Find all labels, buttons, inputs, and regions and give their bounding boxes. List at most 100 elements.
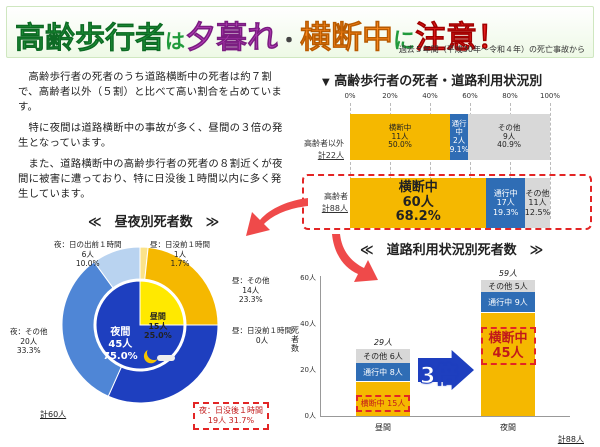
axis-tick-0: 0% [344, 92, 356, 100]
hbar-seg-0-1: 通行中 2人 9.1% [449, 114, 469, 160]
pie-label-count: 14人 [242, 285, 260, 295]
xcat-day: 昼間 [375, 423, 391, 432]
hbar-seg-1-2: その他 11人 12.5% [525, 178, 550, 228]
hbar-seg-percent: 12.5% [524, 207, 551, 217]
source-note: 過去５年間（平成30年～令和４年）の死亡事故から [398, 45, 585, 54]
ytick-60: 60人 [300, 274, 316, 282]
pie-outer-slice-5 [93, 246, 141, 289]
title-part-wa: は [165, 29, 185, 53]
usage-status-title: ▼ 高齢歩行者の死者・道路利用状況別 [322, 70, 542, 89]
arrow-left-icon [246, 198, 308, 236]
page-title: 高齢歩行者は夕暮れ・横断中に注意！ [15, 12, 509, 57]
hbar-seg-name: 通行中 [493, 189, 518, 199]
row-label-elderly: 高齢者 計88人 [304, 191, 348, 215]
vbar-seg-0-1: 通行中 8人 [356, 363, 410, 382]
hbar-seg-name: その他 [497, 123, 521, 133]
usage-status-chart: 0% 20% 40% 60% 80% 100% 高齢者以外 計22人 横断中 11… [300, 92, 592, 232]
pie-inner-slice-0 [139, 280, 185, 326]
vbar-big-value: 45人 [492, 345, 524, 361]
pie-day-label: 昼間 [149, 312, 166, 321]
vbar-seg-label: 通行中 8人 [363, 367, 403, 377]
triangle-down-icon: ▼ [322, 77, 330, 88]
pie-label-count: 19人 [207, 416, 227, 425]
hbar-seg-1-0: 横断中 60人 68.2% [350, 178, 487, 228]
pie-label-day-before-sunset: 昼：日没前１時間 1人 1.7% [150, 240, 210, 269]
pie-label-percent: 31.7% [228, 416, 255, 425]
summary-paragraph-1: 高齢歩行者の死者のうち道路横断中の死者は約７割で、高齢者以外（５割）と比べて高い… [18, 71, 282, 113]
pie-night-count: 45人 [108, 339, 133, 350]
grid-line [430, 103, 431, 219]
title-banner: 高齢歩行者は夕暮れ・横断中に注意！ 過去５年間（平成30年～令和４年）の死亡事故… [6, 6, 594, 58]
ytick-0: 0人 [304, 412, 316, 420]
axis-tick-80: 80% [502, 92, 518, 100]
hbar-seg-count: 2人 [452, 136, 466, 145]
hbar-seg-percent: 40.9% [497, 140, 521, 150]
grid-line [510, 103, 511, 219]
pie-inner-label-day: 昼間 15人 25.0% [144, 312, 172, 341]
vbar-seg-1-2: その他 5人 [481, 280, 535, 292]
hbar-seg-count: 9人 [502, 131, 516, 141]
vbar-seg-label: 横断中 45人 [480, 326, 536, 365]
usage-count-title: ≪ 道路利用状況別死者数 ≫ [360, 243, 544, 258]
row-name-text: 高齢者以外 [304, 139, 344, 148]
grid-line [550, 103, 551, 219]
pie-total: 計60人 [40, 410, 67, 419]
pie-day-count: 15人 [148, 321, 168, 331]
hbar-seg-percent: 68.2% [395, 209, 441, 225]
pie-label-text: 夜：日の出前１時間 [54, 240, 122, 249]
hbar-seg-name: 横断中 [398, 179, 438, 195]
pie-night-percent: 75.0% [103, 351, 138, 362]
axis-tick-60: 60% [462, 92, 478, 100]
ytick-40: 40人 [300, 320, 316, 328]
pie-outer-ring [61, 246, 219, 404]
summary-text: 高齢歩行者の死者のうち道路横断中の死者は約７割で、高齢者以外（５割）と比べて高い… [18, 70, 286, 208]
title-part-elderly-pedestrian: 高齢歩行者 [15, 21, 166, 57]
pie-label-day-sunset-zero: 昼：日没前１時間 0人 [232, 326, 292, 345]
hbar-seg-name: 通行中 [451, 118, 467, 137]
vbar-seg-1-1: 通行中 9人 [481, 291, 535, 313]
vbar-seg-label: その他 6人 [363, 351, 403, 361]
pie-label-night-other: 夜：その他 20人 33.3% [10, 327, 48, 356]
hbar-seg-0-0: 横断中 11人 50.0% [350, 114, 450, 160]
hbar-seg-0-2: その他 9人 40.9% [468, 114, 550, 160]
axis-tick-100: 100% [539, 92, 561, 100]
pie-outer-slice-4 [61, 261, 122, 397]
vbar-big-label: 横断中 [488, 330, 528, 346]
pie-label-text: 昼：日没前１時間 [232, 326, 292, 335]
pie-inner-label-night: 夜間 45人 75.0% [103, 327, 138, 363]
grid-line [350, 103, 351, 219]
day-night-pie-chart [61, 246, 219, 404]
pie-label-count: 1人 [173, 249, 187, 259]
pie-label-count: 6人 [81, 249, 94, 259]
pie-label-night-after-sunset: 夜：日没後１時間 19人 31.7% [193, 402, 269, 430]
pie-label-value-line: 19人 31.7% [199, 416, 263, 426]
pie-label-percent: 23.3% [238, 295, 263, 304]
callout-3x: 3倍 [419, 364, 458, 390]
hbar-seg-count: 60人 [402, 194, 434, 210]
day-night-title: ≪ 昼夜別死者数 ≫ [88, 215, 220, 230]
row-total-text: 計22人 [317, 151, 344, 160]
pie-label-text: 夜：日没後１時間 [199, 406, 263, 415]
vbar-seg-label: 通行中 9人 [488, 297, 528, 307]
vbar-seg-label: 横断中 15人 [355, 395, 411, 412]
x-axis-line [320, 416, 570, 417]
hbar-seg-percent: 9.1% [449, 144, 469, 154]
row-label-non-elderly: 高齢者以外 計22人 [300, 138, 344, 162]
title-part-caution: 注意！ [415, 20, 509, 57]
vbar-seg-0-2: その他 6人 [356, 349, 410, 364]
pie-label-count: 20人 [20, 336, 38, 346]
pie-inner-slice-1 [95, 280, 185, 370]
y-axis-label: 死者数 [291, 326, 299, 353]
pie-label-text: 夜：その他 [10, 327, 48, 336]
pie-day-percent: 25.0% [144, 331, 172, 340]
axis-tick-40: 40% [422, 92, 438, 100]
hbar-seg-count: 11人 [528, 198, 547, 208]
row-total-text: 計88人 [321, 204, 348, 213]
hbar-seg-count: 17人 [496, 198, 515, 208]
vbar-total: 計88人 [557, 435, 584, 444]
pie-label-percent: 1.7% [170, 259, 190, 268]
hbar-seg-1-1: 通行中 17人 19.3% [486, 178, 525, 228]
vbar-seg-0-0: 横断中 15人 [355, 381, 411, 416]
grid-line [470, 103, 471, 219]
pie-label-day-other: 昼：その他 14人 23.3% [232, 276, 270, 305]
